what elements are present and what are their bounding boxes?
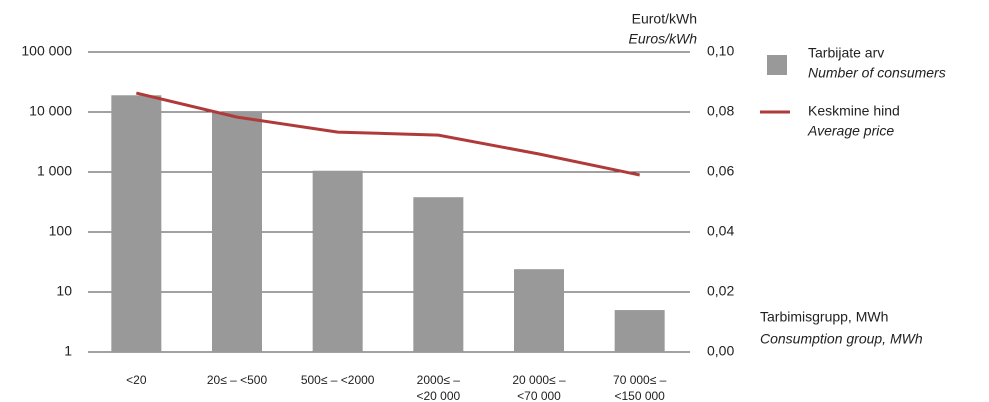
- x-axis-label: Tarbimisgrupp, MWh: [760, 309, 888, 325]
- y-tick-label: 1: [64, 343, 72, 359]
- y2-axis-label: Euros/kWh: [629, 31, 698, 47]
- bar: [212, 112, 262, 352]
- y-tick-label: 10 000: [29, 103, 72, 119]
- x-tick-label: <70 000: [517, 389, 561, 402]
- y2-tick-label: 0,04: [707, 223, 734, 239]
- line: [135, 91, 640, 177]
- bar: [514, 269, 564, 352]
- x-tick-label: <20 000: [416, 389, 460, 402]
- bar: [614, 310, 665, 352]
- bar: [111, 95, 162, 352]
- legend-label: Number of consumers: [808, 65, 946, 81]
- x-axis-label: Consumption group, MWh: [760, 331, 923, 347]
- y-tick-label: 100 000: [21, 43, 72, 59]
- y2-axis-label: Eurot/kWh: [632, 11, 697, 27]
- y-tick-label: 100: [49, 223, 73, 239]
- x-tick-label: 70 000≤ –: [613, 373, 667, 387]
- x-tick-label: 20≤ – <500: [207, 373, 268, 387]
- bar: [312, 170, 363, 352]
- x-tick-label: 500≤ – <2000: [301, 373, 375, 387]
- y-tick-label: 1 000: [37, 163, 72, 179]
- x-tick-label: 2000≤ –: [417, 373, 461, 387]
- y2-tick-label: 0,00: [707, 343, 734, 359]
- x-tick-label: 20 000≤ –: [512, 373, 566, 387]
- y2-tick-label: 0,02: [707, 283, 734, 299]
- legend-label: Average price: [807, 123, 894, 139]
- y2-tick-label: 0,06: [707, 163, 734, 179]
- x-tick-label: <150 000: [614, 389, 665, 402]
- x-tick-label: <20: [126, 373, 147, 387]
- y2-tick-label: 0,08: [707, 103, 734, 119]
- y2-tick-label: 0,10: [707, 43, 734, 59]
- legend-swatch: [767, 55, 787, 75]
- y-tick-label: 10: [56, 283, 72, 299]
- legend-label: Tarbijate arv: [808, 45, 884, 61]
- bar: [413, 197, 464, 352]
- legend-label: Keskmine hind: [808, 103, 900, 119]
